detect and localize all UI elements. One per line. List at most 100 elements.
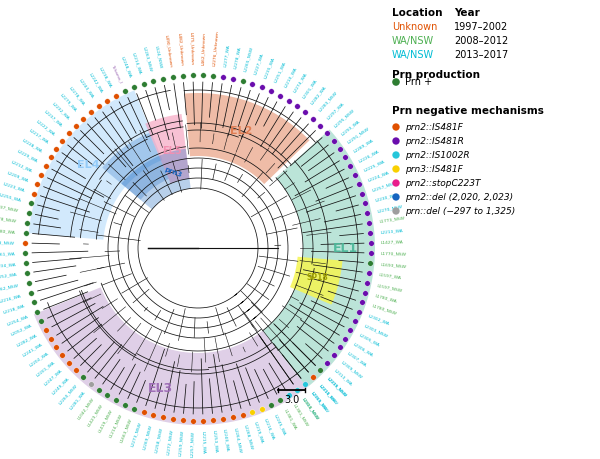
Text: L1780_WA: L1780_WA — [374, 293, 397, 303]
Point — [358, 190, 367, 197]
Text: L2210_WA: L2210_WA — [283, 66, 298, 88]
Point — [366, 249, 376, 257]
Point — [120, 401, 130, 409]
Point — [322, 359, 332, 367]
Point — [248, 80, 257, 88]
Text: L2245_WA: L2245_WA — [274, 413, 287, 436]
Point — [46, 335, 56, 342]
Text: L2277_WA: L2277_WA — [223, 44, 230, 67]
Text: L1693_NSW: L1693_NSW — [380, 262, 406, 268]
Text: prn::del (−297 to 1,325): prn::del (−297 to 1,325) — [405, 207, 515, 215]
Text: L1419_NSW: L1419_NSW — [97, 408, 113, 433]
Point — [292, 386, 302, 393]
Text: L2264_NSW: L2264_NSW — [233, 427, 242, 453]
Point — [52, 343, 61, 351]
Text: L2241_WA: L2241_WA — [22, 342, 43, 358]
Text: WA/NSW: WA/NSW — [392, 36, 434, 46]
Point — [111, 92, 121, 100]
Text: L2214_WA: L2214_WA — [131, 52, 142, 75]
Point — [148, 77, 158, 84]
Point — [238, 77, 248, 84]
Text: L2269_NSW: L2269_NSW — [142, 424, 152, 450]
Text: L2321_NSW: L2321_NSW — [301, 397, 320, 420]
Text: L1423_NSW: L1423_NSW — [86, 403, 104, 427]
Point — [322, 129, 332, 137]
Point — [238, 411, 248, 419]
Text: L475_Unknown: L475_Unknown — [190, 32, 194, 65]
Text: L524_NSW: L524_NSW — [154, 45, 163, 69]
Text: EL2: EL2 — [230, 126, 252, 135]
Point — [391, 123, 401, 131]
Text: 1997–2002: 1997–2002 — [454, 22, 508, 32]
Text: L2234_WA: L2234_WA — [0, 262, 16, 268]
Point — [168, 415, 178, 423]
Point — [340, 335, 350, 342]
Text: L2238_WA: L2238_WA — [98, 66, 113, 88]
Point — [120, 88, 130, 95]
Text: L2253_WA: L2253_WA — [212, 430, 218, 453]
Text: prn3::IS481F: prn3::IS481F — [405, 164, 463, 174]
Point — [362, 280, 372, 287]
Text: EL5: EL5 — [163, 146, 182, 157]
Text: Unknown: Unknown — [392, 22, 437, 32]
Text: Tohama_I: Tohama_I — [110, 63, 122, 83]
Text: L2319_NSW: L2319_NSW — [310, 390, 329, 413]
Point — [364, 269, 374, 277]
Text: L2272_NSW: L2272_NSW — [166, 429, 173, 455]
Point — [22, 219, 32, 227]
Point — [218, 73, 228, 80]
Text: L2252_WA: L2252_WA — [0, 273, 17, 280]
Point — [292, 103, 302, 110]
Text: L2212_WA: L2212_WA — [11, 159, 33, 173]
Polygon shape — [145, 114, 190, 184]
Point — [58, 137, 67, 145]
Point — [139, 80, 148, 88]
Text: L1042_NSW: L1042_NSW — [76, 397, 95, 420]
Text: L2306_WA: L2306_WA — [353, 342, 374, 358]
Text: L2216_WA: L2216_WA — [0, 293, 22, 303]
Text: L2227_WA: L2227_WA — [254, 52, 265, 75]
Point — [329, 137, 338, 145]
Point — [301, 109, 310, 116]
Point — [29, 299, 38, 306]
Point — [130, 405, 139, 413]
Text: L2229_WA: L2229_WA — [16, 149, 38, 163]
Text: L490_Unknown: L490_Unknown — [165, 34, 173, 67]
Text: L2218_WA: L2218_WA — [2, 304, 25, 314]
Point — [275, 397, 285, 404]
Point — [71, 367, 80, 374]
Point — [41, 326, 50, 334]
Point — [41, 162, 50, 169]
Point — [362, 209, 372, 217]
Text: L2293_WA: L2293_WA — [340, 119, 361, 136]
Text: L1381_WA: L1381_WA — [283, 408, 298, 430]
Text: L2251_WA: L2251_WA — [274, 61, 287, 83]
Point — [168, 73, 178, 80]
Text: L2209_WA: L2209_WA — [6, 170, 29, 182]
Point — [208, 72, 218, 79]
Point — [21, 229, 31, 236]
Point — [78, 115, 88, 123]
Point — [86, 380, 95, 387]
Text: L2273_NSW: L2273_NSW — [130, 421, 142, 447]
Point — [301, 380, 310, 387]
Text: L2309_NSW: L2309_NSW — [340, 360, 363, 379]
Point — [354, 180, 364, 188]
Point — [103, 392, 112, 399]
Text: L2248_WA: L2248_WA — [120, 56, 132, 78]
Point — [94, 103, 104, 110]
Text: prn2::IS481F: prn2::IS481F — [405, 123, 463, 131]
Point — [340, 153, 350, 161]
Point — [188, 417, 198, 425]
Text: L2302_WA: L2302_WA — [367, 313, 390, 326]
Point — [208, 417, 218, 424]
Point — [64, 359, 74, 367]
Text: EL3: EL3 — [148, 381, 173, 395]
Text: L1663_NSW: L1663_NSW — [119, 417, 132, 443]
Text: L462_Unknown: L462_Unknown — [202, 32, 206, 65]
Text: L2215_WA: L2215_WA — [202, 431, 206, 454]
Text: L2235_WA: L2235_WA — [264, 56, 276, 78]
Point — [366, 239, 376, 246]
Point — [37, 171, 46, 179]
Point — [218, 415, 228, 423]
